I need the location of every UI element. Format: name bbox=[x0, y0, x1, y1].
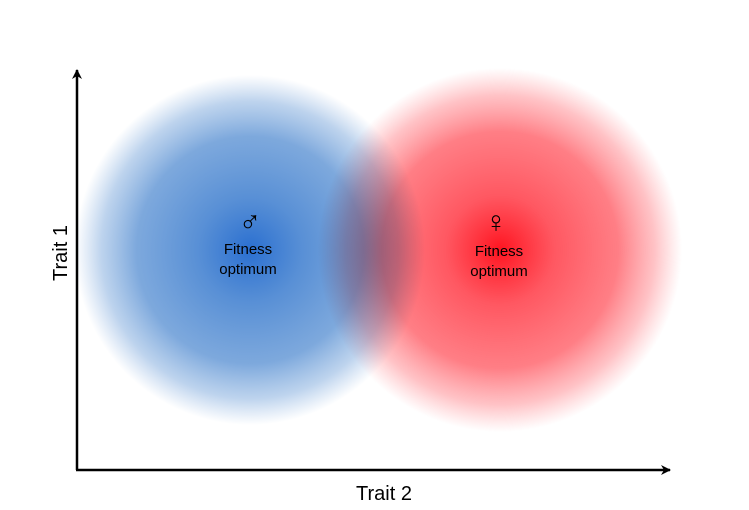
male-fitness-region bbox=[75, 75, 425, 425]
female-fitness-region bbox=[318, 68, 682, 432]
female-symbol-icon: ♀ bbox=[485, 206, 508, 239]
female-optimum-label-line2: optimum bbox=[470, 263, 528, 280]
male-optimum-label-line2: optimum bbox=[219, 261, 277, 278]
male-symbol-icon: ♂ bbox=[239, 206, 262, 239]
female-optimum-label-line1: Fitness bbox=[475, 243, 523, 260]
x-axis-label: Trait 2 bbox=[356, 483, 412, 505]
male-optimum-label-line1: Fitness bbox=[224, 241, 272, 258]
y-axis-label: Trait 1 bbox=[50, 225, 72, 281]
